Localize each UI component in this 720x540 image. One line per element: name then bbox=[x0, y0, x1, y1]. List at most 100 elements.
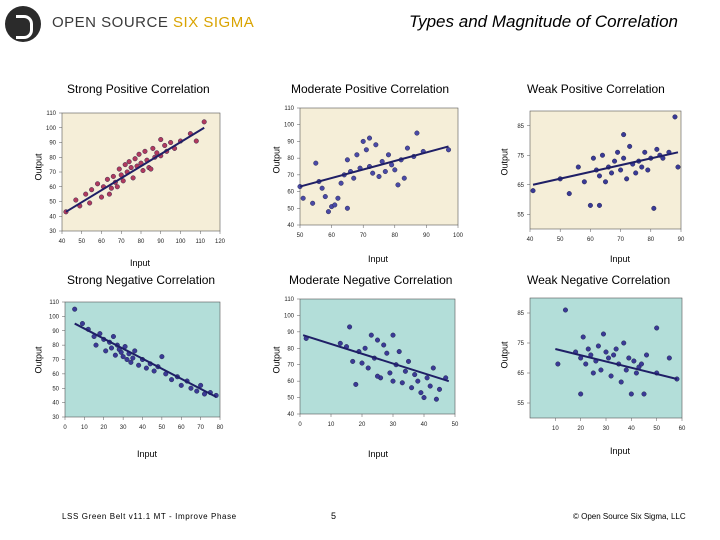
chart-title-strong-positive: Strong Positive Correlation bbox=[67, 82, 210, 96]
data-point bbox=[132, 348, 138, 354]
data-point bbox=[618, 379, 624, 385]
data-point bbox=[666, 355, 672, 361]
data-point bbox=[159, 354, 165, 360]
y-tick-label: 85 bbox=[517, 124, 524, 130]
data-point bbox=[602, 179, 608, 185]
data-point bbox=[188, 385, 194, 391]
data-point bbox=[405, 358, 411, 364]
data-point bbox=[136, 362, 142, 368]
data-point bbox=[193, 138, 199, 144]
x-tick-label: 90 bbox=[423, 233, 430, 239]
y-tick-label: 100 bbox=[284, 123, 295, 129]
footer-copyright: © Open Source Six Sigma, LLC bbox=[573, 512, 686, 521]
data-point bbox=[109, 345, 115, 351]
x-tick-label: 30 bbox=[603, 426, 610, 432]
y-tick-label: 30 bbox=[49, 229, 56, 235]
x-tick-label: 80 bbox=[391, 233, 398, 239]
data-point bbox=[142, 148, 148, 154]
x-tick-label: 70 bbox=[617, 237, 624, 243]
data-point bbox=[367, 135, 373, 141]
data-point bbox=[365, 365, 371, 371]
data-point bbox=[642, 149, 648, 155]
ylabel-strong-negative: Output bbox=[33, 346, 44, 374]
data-point bbox=[566, 191, 572, 197]
chart-title-weak-negative: Weak Negative Correlation bbox=[527, 273, 671, 287]
y-tick-label: 100 bbox=[284, 313, 295, 319]
data-point bbox=[325, 209, 331, 215]
data-point bbox=[596, 202, 602, 208]
data-point bbox=[120, 178, 126, 184]
data-point bbox=[575, 164, 581, 170]
data-point bbox=[154, 150, 160, 156]
data-point bbox=[418, 390, 424, 396]
ylabel-moderate-negative: Output bbox=[271, 346, 282, 374]
x-tick-label: 70 bbox=[197, 425, 204, 431]
y-tick-label: 65 bbox=[517, 371, 524, 377]
data-point bbox=[370, 170, 376, 176]
y-tick-label: 75 bbox=[517, 341, 524, 347]
data-point bbox=[672, 114, 678, 120]
data-point bbox=[645, 167, 651, 173]
y-tick-label: 40 bbox=[52, 401, 59, 407]
data-point bbox=[95, 181, 101, 187]
data-point bbox=[124, 357, 130, 363]
y-tick-label: 100 bbox=[49, 314, 60, 320]
trend-line bbox=[302, 334, 450, 383]
x-tick-label: 30 bbox=[390, 422, 397, 428]
data-point bbox=[130, 175, 136, 181]
data-point bbox=[347, 324, 353, 330]
data-point bbox=[118, 349, 124, 355]
data-point bbox=[392, 167, 398, 173]
scatter-strong-negative: 30 40 50 60 70 80 90 100 110 0 10 20 30 40 50 60 70 80 bbox=[49, 300, 224, 431]
data-point bbox=[618, 167, 624, 173]
data-point bbox=[641, 391, 647, 397]
plot-area bbox=[529, 110, 682, 230]
data-point bbox=[83, 191, 89, 197]
data-point bbox=[110, 173, 116, 179]
data-point bbox=[562, 307, 568, 313]
xlabel-strong-negative: Input bbox=[137, 449, 158, 459]
y-tick-label: 60 bbox=[49, 185, 56, 191]
data-point bbox=[599, 152, 605, 158]
data-point bbox=[600, 331, 606, 337]
data-point bbox=[611, 352, 617, 358]
data-point bbox=[373, 142, 379, 148]
data-point bbox=[148, 166, 154, 172]
xlabel-strong-positive: Input bbox=[130, 258, 151, 268]
data-point bbox=[344, 205, 350, 211]
y-tick-label: 85 bbox=[517, 311, 524, 317]
data-point bbox=[628, 391, 634, 397]
data-point bbox=[624, 176, 630, 182]
y-tick-label: 70 bbox=[52, 358, 59, 364]
x-tick-label: 60 bbox=[178, 425, 185, 431]
data-point bbox=[590, 370, 596, 376]
data-point bbox=[363, 147, 369, 153]
data-point bbox=[609, 170, 615, 176]
data-point bbox=[169, 377, 175, 383]
data-point bbox=[300, 195, 306, 201]
data-point bbox=[126, 159, 132, 165]
y-tick-label: 60 bbox=[52, 372, 59, 378]
y-tick-label: 90 bbox=[287, 330, 294, 336]
data-point bbox=[376, 174, 382, 180]
data-point bbox=[595, 343, 601, 349]
data-point bbox=[627, 143, 633, 149]
data-point bbox=[587, 202, 593, 208]
x-tick-label: 40 bbox=[59, 239, 66, 245]
data-point bbox=[606, 355, 612, 361]
data-point bbox=[93, 342, 99, 348]
data-point bbox=[583, 361, 589, 367]
data-point bbox=[621, 340, 627, 346]
x-tick-label: 20 bbox=[359, 422, 366, 428]
data-point bbox=[424, 375, 430, 381]
x-tick-label: 90 bbox=[678, 237, 685, 243]
data-point bbox=[73, 197, 79, 203]
data-point bbox=[116, 166, 122, 172]
data-point bbox=[360, 138, 366, 144]
data-point bbox=[578, 391, 584, 397]
x-tick-label: 100 bbox=[453, 233, 464, 239]
data-point bbox=[110, 334, 116, 340]
data-point bbox=[590, 155, 596, 161]
chart-title-moderate-negative: Moderate Negative Correlation bbox=[289, 273, 453, 287]
data-point bbox=[390, 378, 396, 384]
